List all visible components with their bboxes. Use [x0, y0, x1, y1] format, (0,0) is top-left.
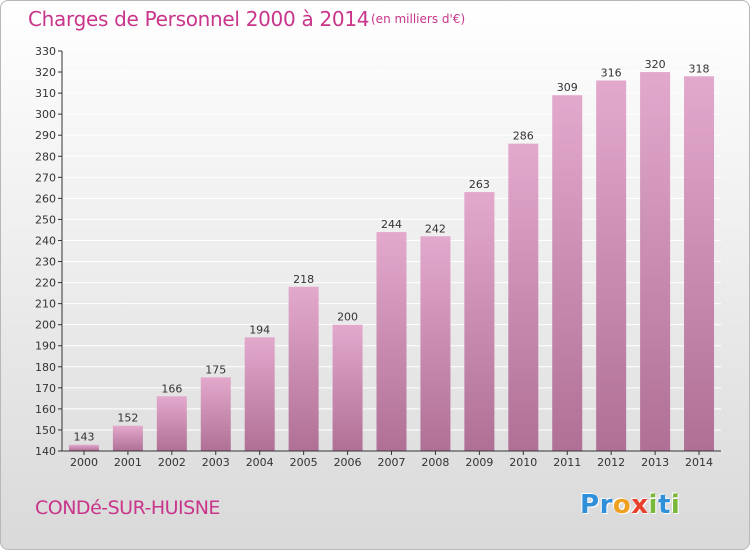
x-tick-label: 2010 — [509, 456, 537, 469]
bar-2011 — [552, 95, 583, 452]
data-label: 218 — [293, 273, 314, 286]
bar-2013 — [640, 72, 671, 451]
data-label: 166 — [161, 382, 182, 395]
x-tick-label: 2014 — [685, 456, 713, 469]
x-tick-label: 2011 — [553, 456, 581, 469]
x-tick-label: 2005 — [290, 456, 318, 469]
x-tick-label: 2004 — [246, 456, 274, 469]
bar-2014 — [684, 76, 715, 452]
y-tick-label: 210 — [35, 298, 56, 311]
logo-letter: r — [599, 490, 613, 520]
data-label: 316 — [601, 66, 622, 79]
logo-letter: o — [612, 490, 632, 520]
bar-2003 — [200, 377, 231, 451]
y-tick-label: 190 — [35, 340, 56, 353]
data-label: 175 — [205, 363, 226, 376]
proxiti-logo[interactable]: Proxiti — [580, 490, 680, 520]
x-tick-label: 2001 — [114, 456, 142, 469]
logo-letter: t — [657, 490, 671, 520]
data-label: 263 — [469, 178, 490, 191]
y-tick-label: 140 — [35, 445, 56, 458]
town-name: CONDé-SUR-HUISNE — [35, 497, 220, 519]
chart-title: Charges de Personnel 2000 à 2014 — [28, 7, 370, 31]
axes: 140 150 160 170 180 190 200 210 220 230 240 250 260 2… — [35, 45, 721, 469]
chart-subtitle: (en milliers d'€) — [371, 12, 466, 26]
y-tick-label: 180 — [35, 361, 56, 374]
bar-2007 — [376, 232, 407, 451]
y-tick-label: 160 — [35, 403, 56, 416]
data-label: 244 — [381, 218, 402, 231]
logo-letter: P — [580, 490, 600, 520]
logo-letter: i — [648, 490, 658, 520]
x-tick-label: 2009 — [465, 456, 493, 469]
y-tick-label: 330 — [35, 45, 56, 58]
x-tick-label: 2002 — [158, 456, 186, 469]
logo-letter: i — [670, 490, 681, 520]
bar-2009 — [464, 192, 495, 452]
x-tick-label: 2003 — [202, 456, 230, 469]
y-tick-label: 200 — [35, 319, 56, 332]
data-label: 242 — [425, 222, 446, 235]
y-tick-label: 230 — [35, 256, 56, 269]
bar-2012 — [596, 80, 627, 451]
y-tick-label: 240 — [35, 234, 56, 247]
x-tick-label: 2012 — [597, 456, 625, 469]
data-label: 152 — [117, 412, 138, 425]
y-tick-label: 150 — [35, 424, 56, 437]
bar-2005 — [288, 286, 319, 451]
bar-2004 — [244, 337, 275, 451]
data-label: 320 — [645, 58, 666, 71]
y-tick-label: 280 — [35, 150, 56, 163]
bars — [68, 72, 715, 452]
bar-2001 — [112, 425, 143, 451]
data-label: 309 — [557, 81, 578, 94]
bar-2006 — [332, 324, 363, 451]
y-tick-label: 260 — [35, 192, 56, 205]
data-label: 194 — [249, 323, 270, 336]
logo-letter: x — [631, 490, 649, 520]
bar-2000 — [68, 444, 99, 451]
y-tick-label: 270 — [35, 171, 56, 184]
y-tick-label: 310 — [35, 87, 56, 100]
bar-2008 — [420, 236, 451, 451]
bar-2002 — [156, 396, 187, 451]
y-tick-label: 220 — [35, 277, 56, 290]
y-tick-label: 300 — [35, 108, 56, 121]
y-tick-label: 170 — [35, 382, 56, 395]
y-tick-label: 290 — [35, 129, 56, 142]
x-tick-label: 2000 — [70, 456, 98, 469]
x-tick-label: 2007 — [378, 456, 406, 469]
x-tick-label: 2008 — [421, 456, 449, 469]
data-labels: 143 152 166 175 194 218 200 244 242 263 286 309 316 3… — [73, 58, 709, 444]
x-tick-label: 2013 — [641, 456, 669, 469]
data-label: 143 — [73, 431, 94, 444]
y-tick-label: 320 — [35, 66, 56, 79]
bar-2010 — [508, 143, 539, 451]
data-label: 200 — [337, 311, 358, 324]
y-tick-label: 250 — [35, 213, 56, 226]
x-tick-label: 2006 — [334, 456, 362, 469]
data-label: 318 — [689, 62, 710, 75]
data-label: 286 — [513, 130, 534, 143]
